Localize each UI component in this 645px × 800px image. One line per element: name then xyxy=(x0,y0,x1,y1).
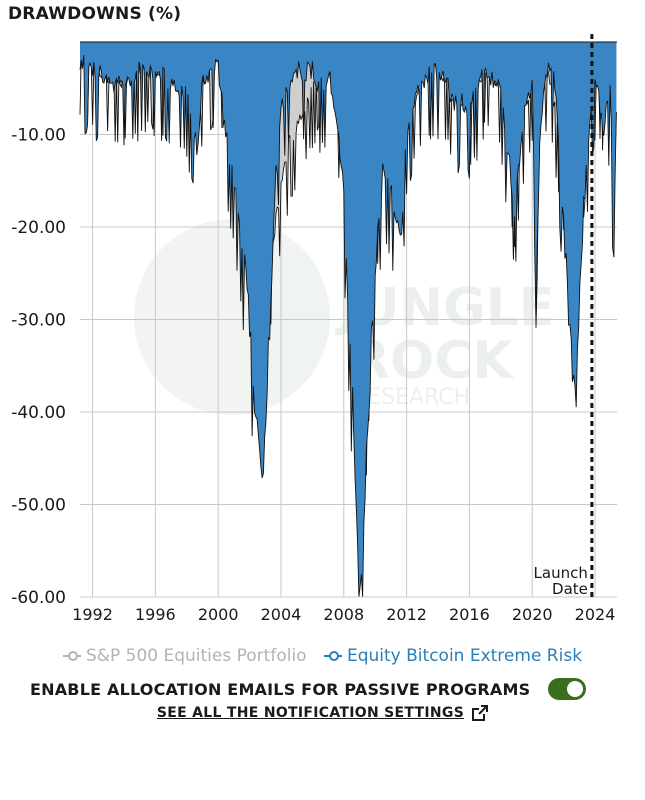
y-tick-label: -50.00 xyxy=(11,496,66,516)
y-tick-label: -30.00 xyxy=(11,311,66,331)
legend-marker-ebx-icon xyxy=(323,651,342,661)
x-tick-label: 2004 xyxy=(261,605,302,624)
legend-label-sp500: S&P 500 Equities Portfolio xyxy=(85,646,307,666)
x-tick-label: 2020 xyxy=(512,605,553,624)
series-line-ebx xyxy=(79,55,617,598)
watermark-logo-circle xyxy=(134,219,330,415)
notification-settings-link[interactable]: SEE ALL THE NOTIFICATION SETTINGS xyxy=(156,705,489,721)
launch-label-line-1: Launch xyxy=(534,564,588,582)
legend-label-ebx: Equity Bitcoin Extreme Risk xyxy=(346,646,583,666)
x-tick-label: 2024 xyxy=(575,605,616,624)
x-tick-label: 2016 xyxy=(449,605,490,624)
notification-settings-row: SEE ALL THE NOTIFICATION SETTINGS xyxy=(0,702,645,721)
chart-title: DRAWDOWNS (%) xyxy=(8,4,182,24)
toggle-knob xyxy=(567,681,584,697)
allocation-email-label: ENABLE ALLOCATION EMAILS FOR PASSIVE PRO… xyxy=(30,679,531,699)
y-tick-label: -40.00 xyxy=(11,403,66,423)
drawdown-chart: JUNGLE ROCK RESEARCH -10.00-20.00-30.00-… xyxy=(11,34,617,624)
x-tick-label: 2000 xyxy=(198,605,239,624)
series-areas xyxy=(79,42,617,598)
x-tick-label: 2012 xyxy=(386,605,427,624)
legend-marker-sp500-icon xyxy=(62,651,81,661)
legend-item-ebx[interactable]: Equity Bitcoin Extreme Risk xyxy=(323,646,583,666)
allocation-email-toggle[interactable] xyxy=(548,678,587,700)
allocation-email-setting: ENABLE ALLOCATION EMAILS FOR PASSIVE PRO… xyxy=(30,678,587,700)
external-link-icon xyxy=(472,705,489,721)
launch-label-line-2: Date xyxy=(552,580,588,598)
x-tick-label: 1992 xyxy=(72,605,113,624)
y-tick-label: -60.00 xyxy=(11,588,66,608)
watermark-line-2: ROCK xyxy=(350,331,514,391)
legend: S&P 500 Equities Portfolio Equity Bitcoi… xyxy=(0,646,645,666)
y-tick-label: -10.00 xyxy=(11,126,66,146)
axes: -10.00 -20.00 -30.00 -40.00 -50.00 -60.00 1992… xyxy=(11,41,617,624)
x-tick-label: 2008 xyxy=(323,605,364,624)
x-tick-label: 1996 xyxy=(135,605,176,624)
watermark-line-3: RESEARCH xyxy=(352,385,470,410)
legend-item-sp500[interactable]: S&P 500 Equities Portfolio xyxy=(62,646,307,666)
y-tick-label: -20.00 xyxy=(11,218,66,238)
notification-settings-link-label: SEE ALL THE NOTIFICATION SETTINGS xyxy=(156,705,465,721)
